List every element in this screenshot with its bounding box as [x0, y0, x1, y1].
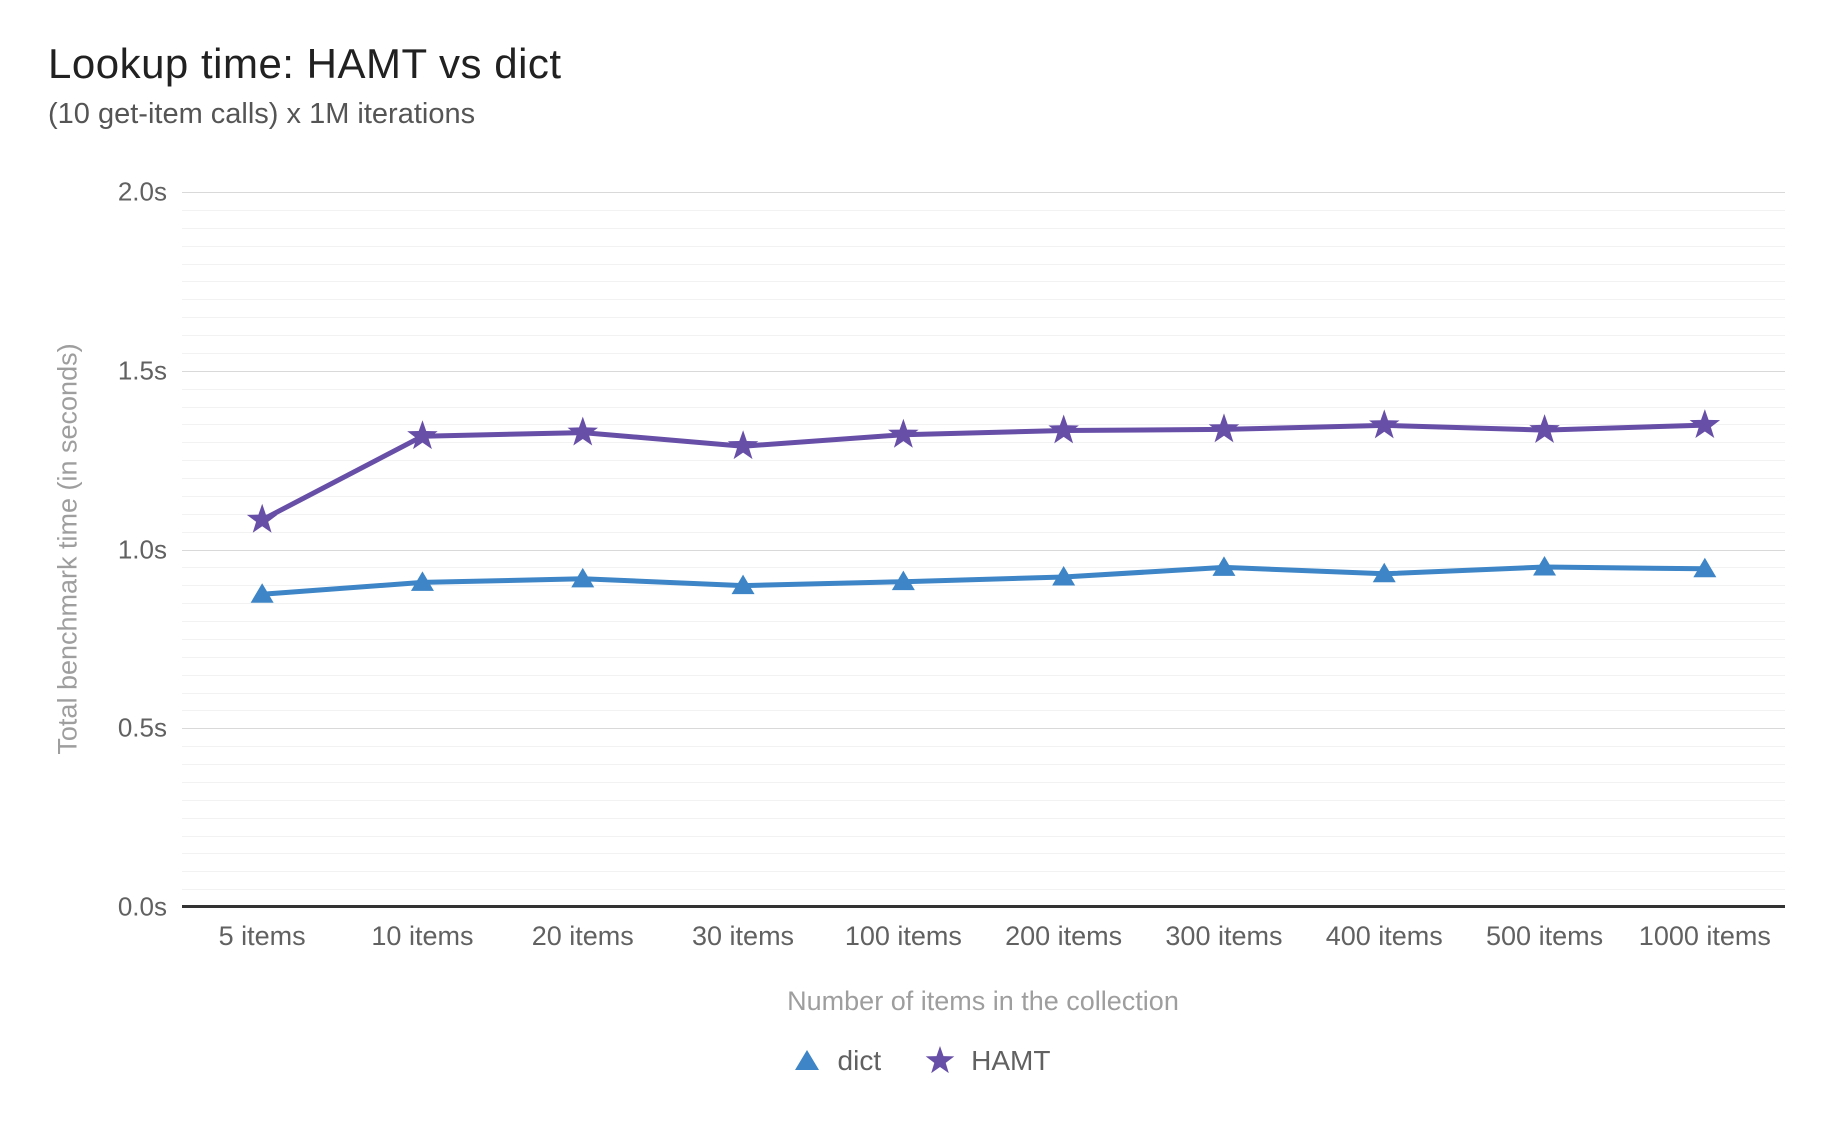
- point-hamt-10-items[interactable]: [407, 420, 438, 450]
- minor-gridline: [182, 460, 1785, 462]
- minor-gridline: [182, 764, 1785, 765]
- minor-gridline: [182, 871, 1785, 873]
- minor-gridline: [182, 710, 1785, 712]
- minor-gridline: [182, 281, 1785, 283]
- point-hamt-200-items[interactable]: [1048, 414, 1079, 444]
- point-hamt-500-items[interactable]: [1529, 414, 1560, 443]
- minor-gridline: [182, 835, 1785, 837]
- minor-gridline: [182, 531, 1785, 533]
- major-gridline: [182, 192, 1785, 193]
- chart-title: Lookup time: HAMT vs dict: [48, 40, 562, 87]
- series-line-dict: [259, 564, 1708, 597]
- minor-gridline: [182, 513, 1785, 515]
- legend-label-dict: dict: [837, 1045, 882, 1076]
- x-tick-label-100-items: 100 items: [844, 921, 962, 951]
- minor-gridline: [182, 603, 1785, 605]
- minor-gridline: [182, 638, 1785, 640]
- minor-gridline: [182, 209, 1785, 211]
- point-hamt-400-items[interactable]: [1369, 409, 1400, 439]
- x-tick-label-400-items: 400 items: [1325, 921, 1443, 951]
- minor-gridline: [182, 335, 1785, 336]
- point-dict-5-items[interactable]: [250, 583, 274, 603]
- point-hamt-300-items[interactable]: [1208, 413, 1240, 443]
- minor-gridline: [182, 352, 1785, 354]
- major-gridline: [182, 549, 1785, 551]
- major-gridline: [182, 728, 1785, 730]
- x-tick-label-30-items: 30 items: [692, 921, 795, 951]
- point-dict-200-items[interactable]: [1052, 566, 1076, 586]
- minor-gridline: [182, 781, 1785, 783]
- x-tick-label-5-items: 5 items: [218, 921, 306, 951]
- point-dict-1000-items[interactable]: [1693, 557, 1717, 578]
- plot-area: [182, 192, 1785, 907]
- minor-gridline: [182, 263, 1785, 265]
- minor-gridline: [182, 478, 1785, 479]
- point-dict-20-items[interactable]: [571, 567, 595, 588]
- major-gridline: [182, 370, 1785, 372]
- minor-gridline: [182, 227, 1785, 229]
- minor-gridline: [182, 817, 1785, 819]
- star-icon: [925, 1046, 955, 1074]
- triangle-icon: [794, 1050, 819, 1070]
- minor-gridline: [182, 853, 1785, 855]
- y-tick-label-0-0s: 0.0s: [117, 891, 167, 922]
- x-tick-label-500-items: 500 items: [1486, 921, 1604, 951]
- minor-gridline: [182, 388, 1785, 390]
- x-tick-label-10-items: 10 items: [371, 921, 474, 951]
- minor-gridline: [182, 799, 1785, 801]
- point-hamt-1000-items[interactable]: [1689, 409, 1721, 438]
- legend: dict HAMT: [0, 1044, 1840, 1078]
- chart-subtitle: (10 get-item calls) x 1M iterations: [48, 98, 476, 130]
- point-dict-500-items[interactable]: [1533, 556, 1557, 576]
- y-tick-label-2-0s: 2.0s: [117, 176, 167, 207]
- x-tick-label-20-items: 20 items: [531, 921, 634, 951]
- point-dict-30-items[interactable]: [731, 574, 755, 595]
- point-dict-10-items[interactable]: [410, 571, 434, 591]
- point-dict-400-items[interactable]: [1372, 562, 1396, 583]
- x-tick-label-1000-items: 1000 items: [1638, 921, 1771, 951]
- minor-gridline: [182, 746, 1785, 748]
- minor-gridline: [182, 889, 1785, 891]
- minor-gridline: [182, 692, 1785, 694]
- minor-gridline: [182, 317, 1785, 319]
- point-hamt-100-items[interactable]: [888, 418, 919, 448]
- y-tick-label-0-5s: 0.5s: [117, 712, 167, 743]
- y-tick-label-1-0s: 1.0s: [117, 534, 167, 564]
- minor-gridline: [182, 656, 1785, 658]
- point-dict-100-items[interactable]: [891, 570, 915, 591]
- minor-gridline: [182, 406, 1785, 408]
- minor-gridline: [182, 621, 1785, 622]
- series-line-hamt: [259, 422, 1708, 523]
- minor-gridline: [182, 245, 1785, 247]
- legend-label-hamt: HAMT: [971, 1045, 1051, 1076]
- minor-gridline: [182, 424, 1785, 426]
- minor-gridline: [182, 567, 1785, 569]
- point-hamt-30-items[interactable]: [727, 430, 759, 460]
- x-tick-label-300-items: 300 items: [1165, 921, 1283, 951]
- legend-item-hamt[interactable]: HAMT: [923, 1044, 1050, 1078]
- point-hamt-20-items[interactable]: [567, 416, 599, 446]
- x-axis-title: Number of items in the collection: [787, 986, 1179, 1016]
- series-plot: [246, 409, 1721, 603]
- minor-gridline: [182, 299, 1785, 301]
- point-dict-300-items[interactable]: [1212, 556, 1236, 576]
- minor-gridline: [182, 585, 1785, 587]
- minor-gridline: [182, 674, 1785, 676]
- minor-gridline: [182, 442, 1785, 444]
- legend-item-dict[interactable]: dict: [790, 1044, 882, 1078]
- x-tick-label-200-items: 200 items: [1005, 921, 1123, 951]
- point-hamt-5-items[interactable]: [246, 503, 278, 533]
- y-tick-label-1-5s: 1.5s: [117, 355, 167, 386]
- x-axis-line: [182, 905, 1785, 908]
- y-axis-title: Total benchmark time (in seconds): [52, 343, 83, 755]
- minor-gridline: [182, 495, 1785, 497]
